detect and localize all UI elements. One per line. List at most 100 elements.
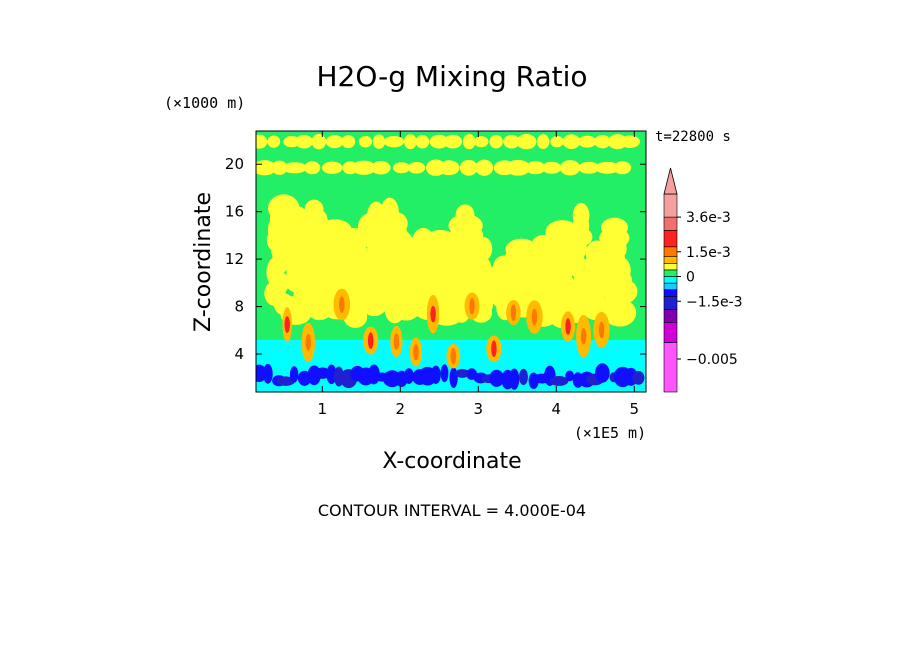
moist-band-cell bbox=[525, 161, 546, 175]
x-tick-label: 2 bbox=[396, 400, 406, 418]
moist-plume-cell bbox=[601, 217, 629, 238]
peak-core-inner bbox=[339, 296, 345, 313]
colorbar-tick-label: 0 bbox=[686, 270, 695, 286]
colorbar-band bbox=[663, 276, 678, 284]
colorbar-band bbox=[663, 256, 678, 264]
moist-band-cell bbox=[505, 159, 531, 176]
moist-band-cell bbox=[489, 134, 503, 149]
moist-band-cell bbox=[577, 135, 597, 148]
peak-core-inner bbox=[413, 343, 419, 361]
colorbar-band bbox=[663, 295, 678, 310]
moist-band-cell bbox=[536, 134, 550, 150]
moist-band-cell bbox=[559, 160, 581, 176]
moist-band-cell bbox=[283, 136, 301, 148]
y-tick-label: 8 bbox=[234, 298, 244, 316]
moist-plume-cell bbox=[304, 199, 324, 220]
contour-interval-label: CONTOUR INTERVAL = 4.000E-04 bbox=[318, 501, 586, 520]
colorbar-band bbox=[663, 246, 678, 258]
time-label: t=22800 s bbox=[655, 129, 731, 145]
colorbar-band bbox=[663, 193, 678, 218]
y-tick-label: 16 bbox=[225, 203, 244, 221]
y-axis-label: Z-coordinate bbox=[191, 192, 216, 332]
colorbar-band bbox=[663, 289, 678, 297]
moist-plume-cell bbox=[585, 240, 608, 268]
colorbar-tick-label: 3.6e-3 bbox=[686, 210, 731, 226]
moist-plume-cell bbox=[286, 206, 309, 232]
moist-band-cell bbox=[321, 161, 343, 175]
moist-band-cell bbox=[304, 161, 321, 175]
peak-core-inner bbox=[305, 334, 311, 351]
peak-core-inner bbox=[367, 332, 374, 349]
y-tick-label: 12 bbox=[225, 250, 244, 268]
moist-band-cell bbox=[383, 135, 405, 148]
moist-band-cell bbox=[516, 134, 537, 150]
colorbar-band bbox=[663, 342, 678, 393]
field-group bbox=[256, 131, 646, 392]
y-tick-label: 4 bbox=[234, 345, 244, 363]
colorbar-tick-label: −1.5e-3 bbox=[686, 294, 743, 310]
very-dry-patch bbox=[440, 364, 449, 383]
moist-band-cell bbox=[407, 161, 426, 174]
colorbar-band bbox=[663, 230, 678, 248]
very-dry-patch bbox=[455, 368, 470, 378]
moist-band-cell bbox=[267, 135, 281, 148]
moist-band-cell bbox=[462, 134, 476, 150]
colorbar-tick-label: −0.005 bbox=[686, 352, 738, 368]
moist-band-cell bbox=[443, 134, 462, 149]
moist-band-cell bbox=[550, 136, 564, 148]
colorbar-band bbox=[663, 309, 678, 323]
moist-plume-cell bbox=[475, 237, 493, 261]
moist-band-cell bbox=[541, 161, 562, 174]
moist-band-cell bbox=[619, 135, 641, 148]
moist-band-cell bbox=[503, 134, 521, 149]
moist-plume-cell bbox=[343, 227, 365, 257]
very-dry-patch bbox=[430, 365, 441, 384]
x-tick-label: 5 bbox=[630, 400, 640, 418]
moist-band-cell bbox=[594, 134, 611, 149]
x-axis-label: X-coordinate bbox=[382, 449, 521, 474]
moist-band-cell bbox=[371, 160, 391, 175]
moist-band-cell bbox=[351, 160, 376, 175]
colorbar-band bbox=[663, 269, 678, 277]
very-dry-patch bbox=[565, 370, 575, 382]
very-dry-patch bbox=[263, 363, 273, 384]
colorbar-band bbox=[663, 322, 678, 343]
very-dry-patch bbox=[449, 367, 458, 389]
peak-core-inner bbox=[450, 347, 457, 365]
x-tick-label: 3 bbox=[474, 400, 484, 418]
colorbar-band bbox=[663, 216, 678, 231]
moist-band-cell bbox=[594, 161, 621, 174]
moist-band-cell bbox=[403, 134, 417, 150]
moist-band-cell bbox=[358, 135, 373, 148]
peak-core-inner bbox=[565, 318, 571, 335]
moist-plume-cell bbox=[380, 197, 399, 229]
peak-core-inner bbox=[393, 333, 400, 350]
colorbar-extension-arrow bbox=[663, 167, 678, 195]
moist-band-cell bbox=[256, 134, 268, 149]
very-dry-patch bbox=[315, 367, 331, 379]
moist-band-cell bbox=[282, 162, 308, 174]
very-dry-patch bbox=[326, 364, 337, 385]
chart-title: H2O-g Mixing Ratio bbox=[316, 60, 587, 93]
moist-plume-cell bbox=[424, 229, 457, 250]
peak-core-inner bbox=[284, 316, 290, 333]
plot-frame bbox=[255, 130, 647, 393]
moist-band-cell bbox=[459, 159, 478, 176]
moist-band-cell bbox=[271, 160, 288, 175]
peak-core-inner bbox=[531, 308, 538, 326]
very-dry-patch bbox=[549, 376, 569, 386]
very-dry-patch bbox=[594, 363, 610, 383]
peak-core-inner bbox=[598, 321, 605, 339]
moist-band-cell bbox=[429, 134, 449, 149]
moist-band-cell bbox=[311, 134, 327, 150]
very-dry-patch bbox=[403, 368, 414, 384]
moist-plume-cell bbox=[455, 204, 475, 226]
moist-plume-cell bbox=[394, 231, 414, 260]
very-dry-patch bbox=[276, 376, 295, 386]
very-dry-patch bbox=[289, 366, 299, 383]
moist-band-cell bbox=[392, 162, 411, 174]
peak-core-inner bbox=[469, 297, 475, 315]
very-dry-patch bbox=[489, 369, 505, 387]
